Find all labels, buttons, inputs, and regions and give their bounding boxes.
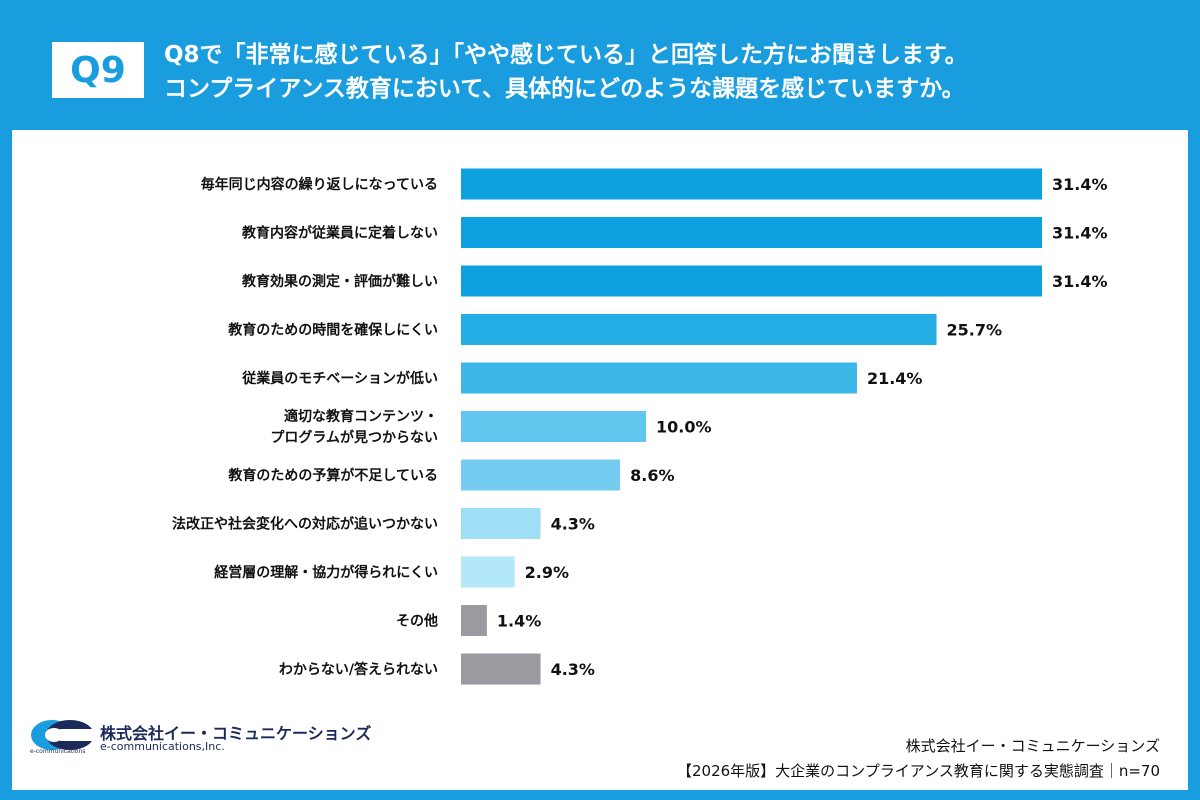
question-number-badge: Q9 (52, 42, 144, 98)
category-label-5: 従業員のモチベーションが低い (241, 370, 438, 387)
bar-value-label-6: 10.0% (656, 418, 712, 437)
category-label-2: 教育内容が従業員に定着しない (242, 225, 438, 242)
question-title-line-1: Q8で「非常に感じている」「やや感じている」と回答した方にお聞きします。 (164, 42, 968, 68)
category-label-8: 法改正や社会変化への対応が追いつかない (172, 516, 438, 533)
category-label-4: 教育のための時間を確保しにくい (228, 322, 438, 339)
bar-value-label-7: 8.6% (630, 466, 674, 485)
category-label-6: 適切な教育コンテンツ・プログラムが見つからない (270, 408, 438, 446)
company-logo-name: 株式会社イー・コミュニケーションズ (100, 724, 372, 743)
bar-value-label-3: 31.4% (1052, 272, 1108, 291)
bar-7 (461, 459, 621, 491)
bar-value-label-8: 4.3% (551, 515, 595, 534)
category-label-1: 毎年同じ内容の繰り返しになっている (201, 176, 438, 193)
source-survey: 【2026年版】大企業のコンプライアンス教育に関する実態調査｜n=70 (677, 762, 1160, 780)
bar-2 (461, 217, 1042, 248)
bar-value-label-4: 25.7% (947, 321, 1003, 340)
question-title: Q8で「非常に感じている」「やや感じている」と回答した方にお聞きします。 コンプ… (164, 38, 1164, 106)
bar-11 (461, 653, 541, 685)
bar-value-label-2: 31.4% (1052, 224, 1108, 243)
bar-value-label-11: 4.3% (551, 660, 595, 679)
category-label-11: わからない/答えられない (279, 661, 438, 678)
bar-value-label-9: 2.9% (525, 563, 569, 582)
company-logo-tagline: e-communications (30, 748, 86, 755)
bar-9 (461, 556, 515, 588)
bar-6 (461, 411, 647, 442)
bar-value-label-5: 21.4% (867, 369, 923, 388)
company-logo-subtitle: e-communications,Inc. (100, 740, 225, 753)
source-company: 株式会社イー・コミュニケーションズ (905, 737, 1160, 755)
bar-value-label-10: 1.4% (497, 612, 541, 631)
bar-8 (461, 508, 541, 539)
company-logo-icon (31, 720, 96, 750)
category-label-3: 教育効果の測定・評価が難しい (242, 273, 438, 290)
company-logo: 株式会社イー・コミュニケーションズ e-communications,Inc. … (30, 718, 372, 758)
bar-5 (461, 362, 857, 394)
question-number: Q9 (70, 49, 126, 91)
bar-10 (461, 605, 487, 636)
bar-4 (461, 314, 937, 345)
category-label-9: 経営層の理解・協力が得られにくい (214, 564, 438, 581)
bar-value-label-1: 31.4% (1052, 175, 1108, 194)
category-label-7: 教育のための予算が不足している (228, 467, 438, 484)
question-header: Q9 Q8で「非常に感じている」「やや感じている」と回答した方にお聞きします。 … (0, 0, 1200, 126)
bar-1 (461, 168, 1042, 200)
bar-3 (461, 265, 1042, 297)
category-label-10: その他 (396, 613, 438, 630)
question-title-line-2: コンプライアンス教育において、具体的にどのような課題を感じていますか。 (164, 76, 965, 102)
